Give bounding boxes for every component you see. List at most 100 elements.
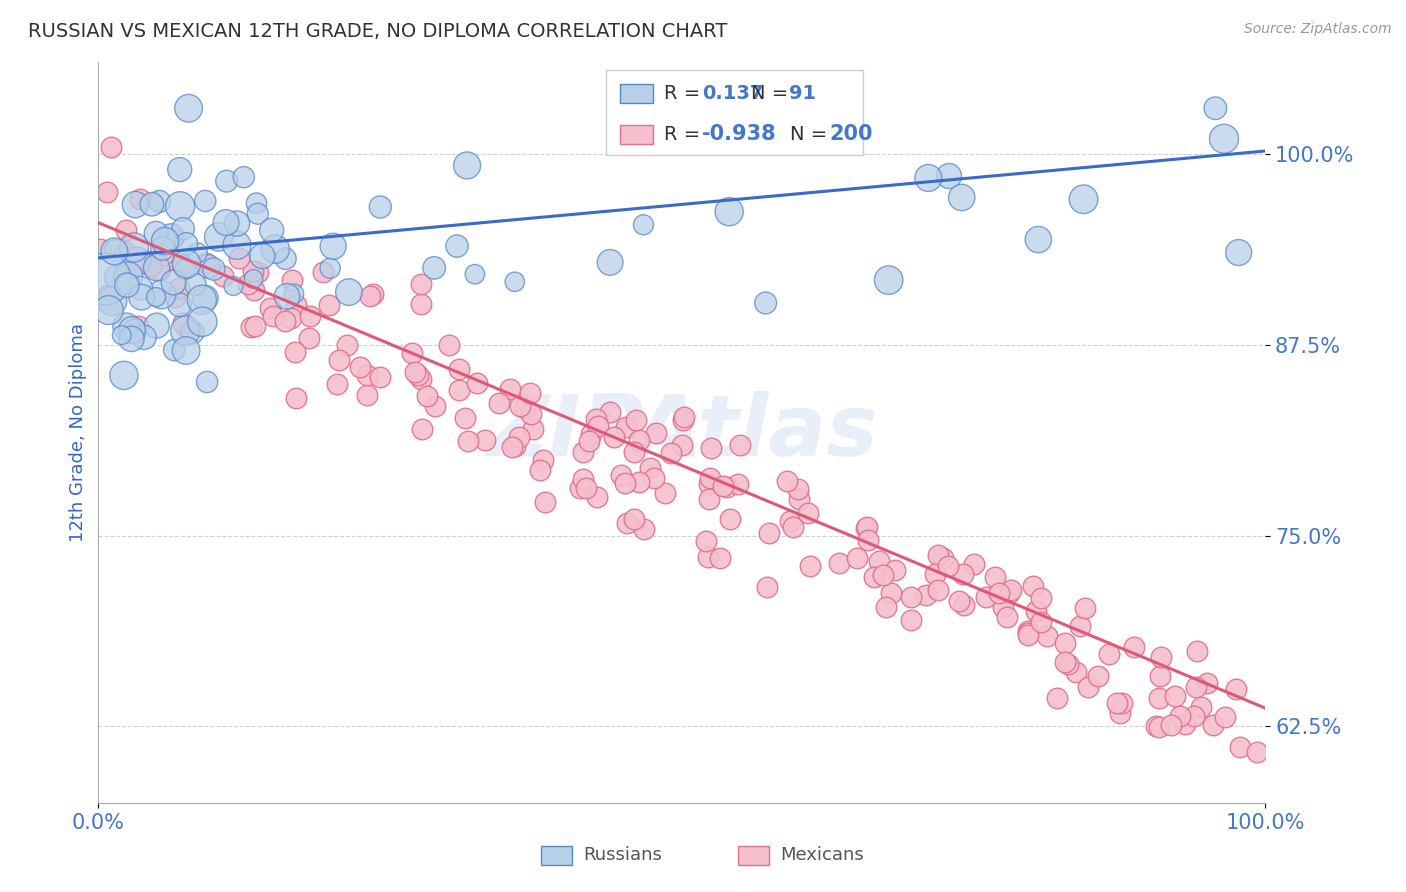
Point <box>1087 669 1109 683</box>
Point <box>1187 644 1209 658</box>
Point <box>519 385 541 400</box>
Point <box>624 413 647 427</box>
Point <box>868 554 890 568</box>
Point <box>799 559 821 574</box>
Point <box>599 404 621 418</box>
Point <box>447 362 470 376</box>
Point <box>163 343 186 357</box>
Point <box>132 330 155 344</box>
Point <box>280 273 302 287</box>
Point <box>125 254 148 268</box>
Point <box>1000 582 1022 597</box>
Point <box>718 512 741 526</box>
Point <box>167 280 190 294</box>
Point <box>509 399 531 413</box>
Point <box>194 291 217 305</box>
Point <box>1122 640 1144 654</box>
Point <box>1109 706 1132 720</box>
Point <box>128 192 150 206</box>
Point <box>184 277 207 292</box>
Point <box>232 170 254 185</box>
Point <box>247 265 270 279</box>
Point <box>139 259 162 273</box>
Point <box>1053 655 1076 669</box>
Point <box>672 413 695 427</box>
Point <box>1017 626 1039 640</box>
Point <box>215 215 238 229</box>
Point <box>152 248 174 262</box>
Point <box>111 328 134 343</box>
Point <box>586 418 609 433</box>
Point <box>411 372 433 386</box>
Point <box>162 231 184 245</box>
Point <box>755 580 778 594</box>
Point <box>585 412 607 426</box>
Point <box>855 520 877 534</box>
Point <box>117 277 139 291</box>
Point <box>1017 628 1039 642</box>
Point <box>145 260 167 275</box>
Point <box>697 492 720 507</box>
Point <box>176 320 198 334</box>
Point <box>699 471 721 485</box>
Point <box>131 290 153 304</box>
Point <box>246 207 269 221</box>
Point <box>1164 689 1187 703</box>
Point <box>900 613 922 627</box>
Point <box>924 566 946 581</box>
Point <box>115 222 138 236</box>
Point <box>1021 579 1043 593</box>
Point <box>974 590 997 604</box>
Point <box>252 249 274 263</box>
Point <box>404 366 426 380</box>
Point <box>1149 720 1171 734</box>
Point <box>623 512 645 526</box>
Point <box>416 389 439 403</box>
Point <box>276 289 298 303</box>
Point <box>1160 717 1182 731</box>
Point <box>240 319 263 334</box>
Point <box>94 272 117 286</box>
Point <box>950 190 973 204</box>
Point <box>1077 681 1099 695</box>
Point <box>242 264 264 278</box>
Point <box>856 520 879 534</box>
Point <box>152 242 174 256</box>
Point <box>141 197 163 211</box>
Point <box>264 242 287 256</box>
Point <box>122 254 145 268</box>
Point <box>654 485 676 500</box>
Point <box>112 368 135 383</box>
Point <box>627 433 650 447</box>
Text: N =: N = <box>751 84 794 103</box>
Point <box>991 599 1014 614</box>
Point <box>222 279 245 293</box>
Point <box>191 315 214 329</box>
Point <box>280 311 302 326</box>
Point <box>150 287 173 301</box>
Point <box>464 267 486 281</box>
Point <box>153 234 176 248</box>
Point <box>927 583 949 598</box>
Point <box>828 556 851 570</box>
Point <box>145 290 167 304</box>
Point <box>1111 696 1133 710</box>
Point <box>1213 710 1236 724</box>
Point <box>997 586 1019 600</box>
Point <box>236 277 259 291</box>
Point <box>963 557 986 571</box>
Point <box>856 533 879 547</box>
Point <box>1227 245 1250 260</box>
Text: Mexicans: Mexicans <box>780 847 865 864</box>
Point <box>446 239 468 253</box>
Text: R =: R = <box>665 84 707 103</box>
Point <box>228 251 250 265</box>
Point <box>1197 676 1219 690</box>
Point <box>408 368 430 382</box>
Point <box>880 586 903 600</box>
Point <box>284 298 307 312</box>
Point <box>409 296 432 310</box>
Point <box>284 345 307 359</box>
Point <box>1182 709 1205 723</box>
Point <box>283 286 305 301</box>
